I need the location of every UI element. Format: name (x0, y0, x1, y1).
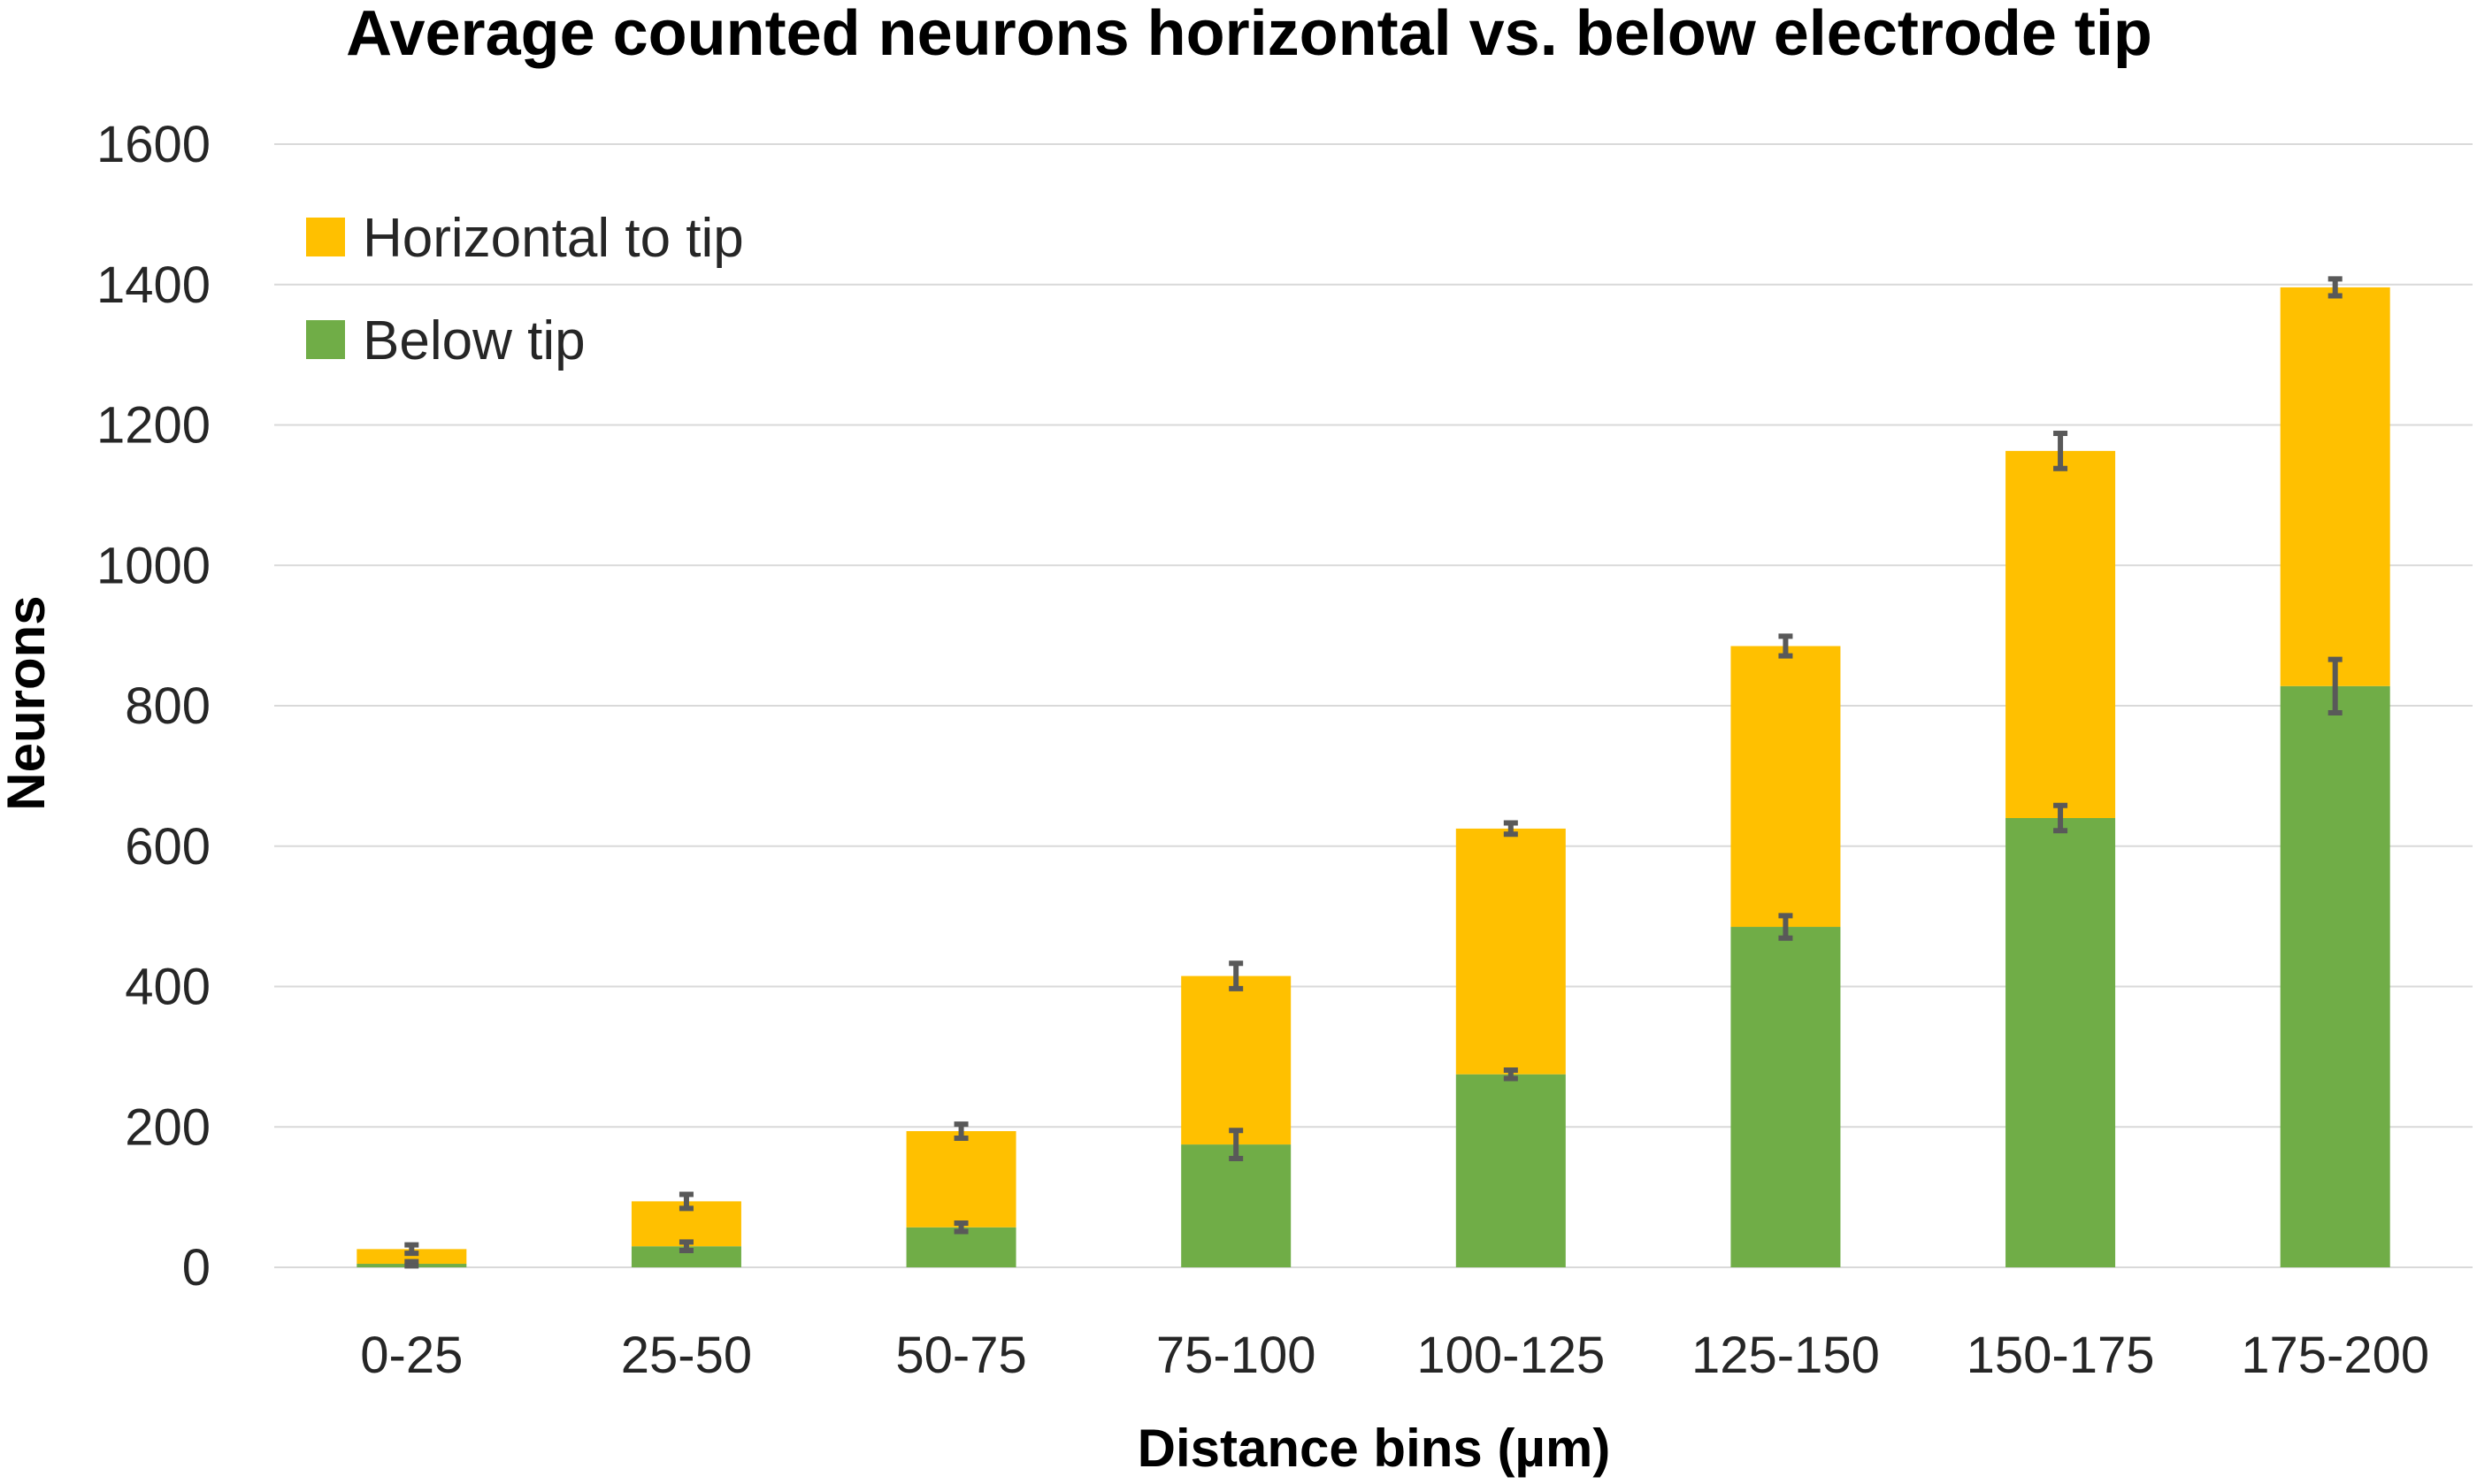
error-bar (404, 1258, 419, 1269)
y-tick-label: 1600 (96, 116, 211, 173)
legend-label: Horizontal to tip (363, 208, 744, 269)
error-bars (404, 276, 2343, 1269)
x-axis-title: Distance bins (µm) (1138, 1419, 1611, 1478)
bar-below-tip-100-125 (1455, 1074, 1566, 1267)
chart-title: Average counted neurons horizontal vs. b… (346, 0, 2152, 69)
error-bar (1778, 913, 1793, 941)
bars (357, 287, 2390, 1267)
x-tick-label: 125-150 (1691, 1327, 1880, 1384)
error-bar (2053, 802, 2068, 834)
y-tick-label: 400 (125, 959, 211, 1016)
error-bar (2327, 656, 2343, 715)
error-bar (1778, 633, 1793, 659)
error-bar (679, 1191, 694, 1212)
x-tick-label: 25-50 (621, 1327, 752, 1384)
legend-item: Horizontal to tip (306, 208, 744, 269)
x-tick-label: 175-200 (2241, 1327, 2429, 1384)
bar-horizontal-to-tip-150-175 (2005, 450, 2116, 818)
error-bar (679, 1239, 694, 1253)
legend-swatch (306, 218, 345, 256)
error-bar (1229, 960, 1244, 991)
grid-lines (274, 143, 2473, 1268)
error-bar (1503, 820, 1518, 838)
x-tick-label: 150-175 (1967, 1327, 2155, 1384)
bar-horizontal-to-tip-0-25 (357, 1249, 467, 1265)
x-axis-tick-labels: 0-25 25-50 50-75 75-100 100-125 125-150 150-17… (360, 1327, 2429, 1384)
bar-horizontal-to-tip-100-125 (1455, 828, 1566, 1075)
x-tick-label: 100-125 (1416, 1327, 1605, 1384)
legend-item: Below tip (306, 310, 586, 371)
y-axis-tick-labels: 0 200 400 600 800 1000 1200 1400 1600 (96, 116, 211, 1297)
bar-below-tip-25-50 (631, 1246, 741, 1267)
y-tick-label: 0 (182, 1239, 211, 1297)
bar-horizontal-to-tip-175-200 (2280, 287, 2390, 686)
bar-horizontal-to-tip-50-75 (906, 1131, 1016, 1228)
bar-below-tip-75-100 (1181, 1144, 1292, 1267)
y-tick-label: 800 (125, 677, 211, 735)
bar-horizontal-to-tip-125-150 (1730, 646, 1841, 928)
error-bar (1503, 1067, 1518, 1082)
legend-label: Below tip (363, 310, 586, 371)
error-bar (954, 1121, 969, 1141)
y-tick-label: 1400 (96, 256, 211, 314)
error-bar (1229, 1128, 1244, 1161)
bar-horizontal-to-tip-75-100 (1181, 975, 1292, 1145)
error-bar (2327, 276, 2343, 299)
bar-below-tip-125-150 (1730, 927, 1841, 1267)
x-tick-label: 75-100 (1156, 1327, 1316, 1384)
error-bar (404, 1242, 419, 1257)
error-bar (954, 1220, 969, 1235)
y-axis-title: Neurons (0, 595, 56, 810)
y-tick-label: 200 (125, 1098, 211, 1156)
bar-below-tip-150-175 (2005, 818, 2116, 1267)
y-tick-label: 600 (125, 818, 211, 876)
bar-below-tip-175-200 (2280, 685, 2390, 1267)
x-tick-label: 0-25 (360, 1327, 463, 1384)
y-tick-label: 1000 (96, 537, 211, 594)
legend: Horizontal to tip Below tip (306, 208, 744, 371)
error-bar (2053, 431, 2068, 471)
x-tick-label: 50-75 (895, 1327, 1026, 1384)
legend-swatch (306, 320, 345, 359)
y-tick-label: 1200 (96, 397, 211, 455)
